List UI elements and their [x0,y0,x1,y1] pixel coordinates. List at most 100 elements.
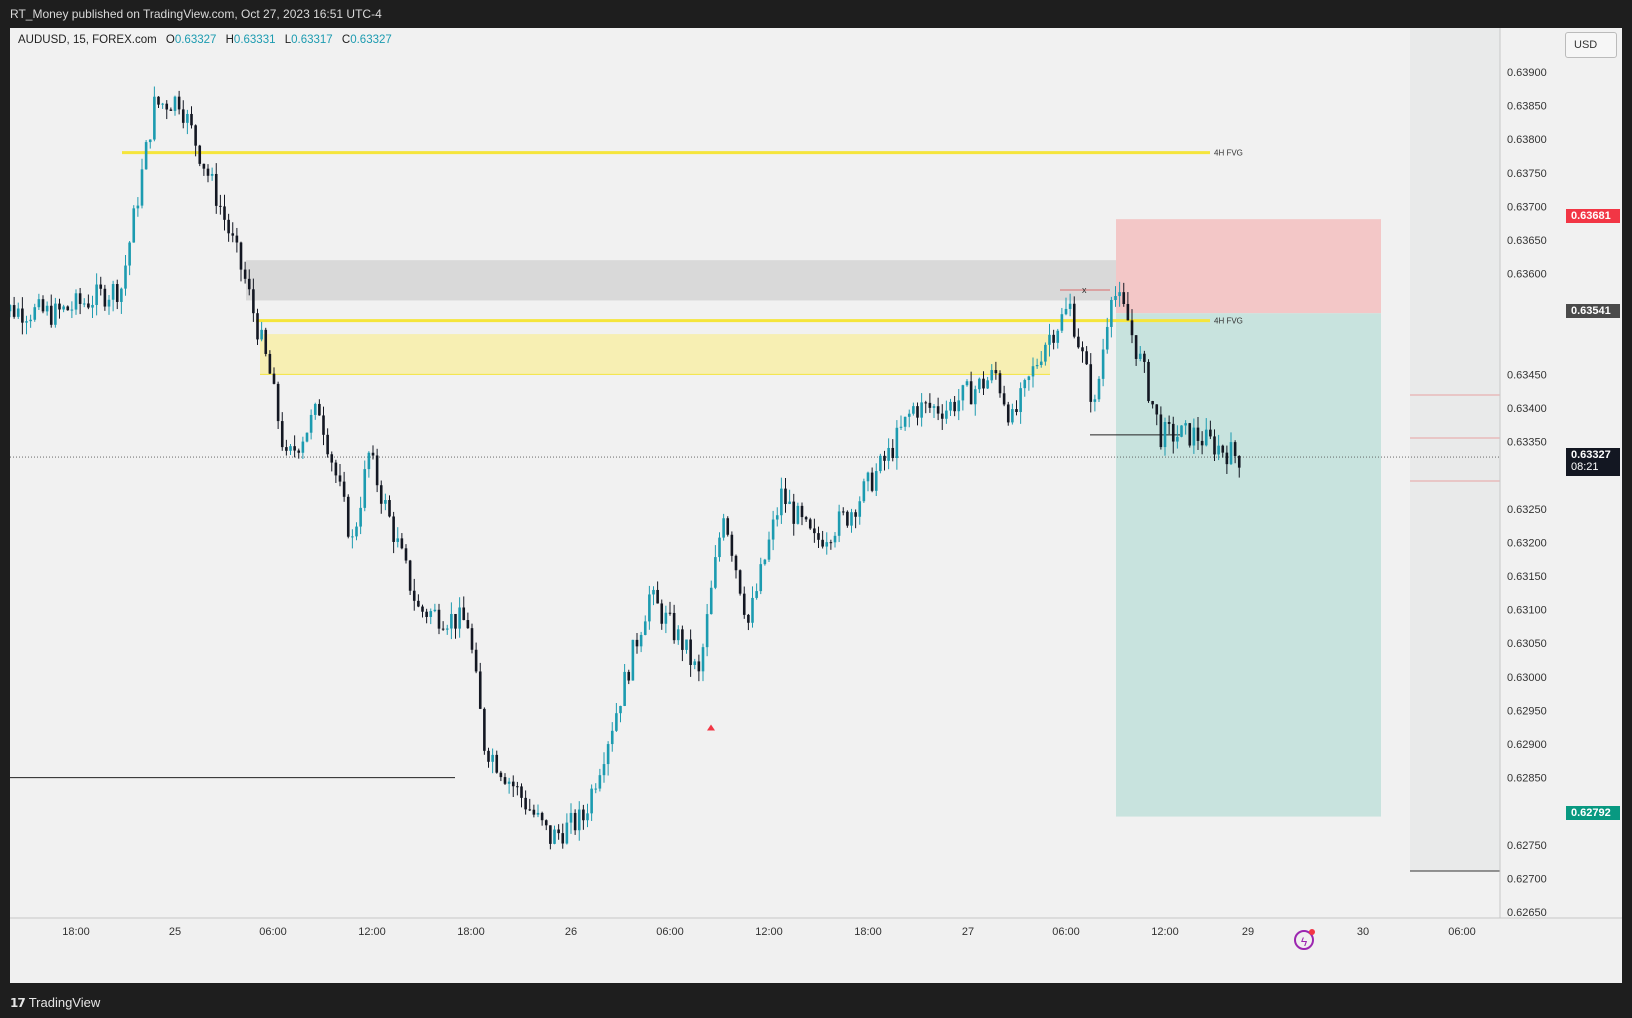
price-tick-label: 0.63250 [1507,504,1547,516]
candle-body [936,406,940,414]
candle-body [722,518,725,538]
time-tick-label: 18:00 [457,926,485,938]
candle-body [359,507,362,527]
candle-body [313,403,317,415]
fvg-zone[interactable] [260,334,1050,375]
candle-body [982,378,985,389]
signal-up-arrow-icon [707,724,715,731]
candle-body [598,775,602,789]
candle-body [29,319,32,322]
candle-body [672,612,676,641]
time-tick-label: 18:00 [854,926,882,938]
candle-body [883,455,886,461]
candle-body [940,413,944,419]
candle-body [1184,423,1187,426]
take-profit-zone[interactable] [1116,313,1381,817]
price-tick-label: 0.63350 [1507,437,1547,449]
candle-body [462,607,466,621]
high-label: H [225,34,234,46]
price-tick-label: 0.62950 [1507,705,1547,717]
candle-body [1237,455,1241,468]
candle-body [986,380,989,389]
candle-body [1048,334,1051,345]
candle-body [429,611,433,617]
candle-body [318,403,321,416]
candle-body [367,452,371,470]
candle-body [771,519,775,540]
candle-body [1019,388,1022,413]
candle-body [1006,404,1010,423]
candle-body [524,797,527,810]
candle-body [417,600,420,607]
candle-body [25,321,28,323]
candle-body [198,145,202,164]
candle-body [330,454,334,463]
candle-body [153,96,156,140]
stop-loss-zone[interactable] [1116,219,1381,314]
gray-zone[interactable] [246,260,1116,301]
candle-body [742,593,746,615]
candle-body [103,288,107,307]
close-label: C [341,34,351,46]
candle-body [907,413,911,417]
candle-body [668,612,672,614]
candle-body [804,517,808,520]
candle-body [375,455,379,486]
candle-body [516,786,519,788]
candle-body [648,594,651,622]
candle-body [899,426,903,428]
candle-body [293,446,296,451]
candle-body [1134,335,1138,359]
price-tick-label: 0.63750 [1507,168,1547,180]
price-tick-label: 0.62900 [1507,739,1547,751]
candle-body [676,629,680,641]
price-chart[interactable]: 4H FVG 4H FVG x 0.63900 0.63850 0.63800 0.6375… [10,28,1622,983]
candle-body [920,402,923,418]
candle-body [338,475,342,482]
chart-frame[interactable]: 4H FVG 4H FVG x 0.63900 0.63850 0.63800 0.6375… [10,28,1622,983]
candle-body [194,125,197,146]
price-tick-label: 0.63000 [1507,672,1547,684]
candle-body [503,777,507,784]
price-tick-label: 0.63850 [1507,101,1547,113]
candle-body [186,113,189,123]
candle-body [747,614,750,623]
candle-body [235,235,239,243]
time-tick-label: 12:00 [755,926,783,938]
candle-body [610,730,614,745]
candle-body [1217,445,1220,455]
lightning-alert-icon[interactable]: ϟ [1294,929,1315,950]
candle-body [582,809,585,821]
candle-body [879,455,882,472]
current-price-tag: 0.63327 08:21 [1566,448,1620,476]
candle-body [652,589,655,595]
candle-body [949,401,952,411]
candle-body [1089,364,1093,402]
candle-body [491,754,494,762]
candle-body [54,303,57,325]
time-tick-label: 06:00 [259,926,287,938]
candle-body [388,500,391,517]
candle-body [190,113,193,126]
candle-body [912,406,915,414]
candle-body [177,96,181,110]
candle-body [1138,353,1142,359]
candle-body [1213,436,1216,455]
currency-button[interactable]: USD [1565,32,1617,58]
candle-body [136,205,140,209]
candle-body [16,308,20,317]
tradingview-logo[interactable]: 𝟭𝟳 TradingView [10,995,100,1010]
symbol-name[interactable]: AUDUSD, 15, FOREX.com [18,34,157,46]
candle-body [1188,423,1192,446]
candle-body [1015,409,1018,413]
candle-body [726,518,730,535]
candle-body [165,103,169,110]
time-tick-label: 26 [565,926,577,938]
price-tick-label: 0.62750 [1507,840,1547,852]
candle-body [1039,361,1043,365]
time-tick-label: 30 [1357,926,1369,938]
candle-body [1035,364,1039,367]
candle-body [128,242,131,266]
candle-body [1081,347,1084,352]
candle-body [301,441,305,453]
